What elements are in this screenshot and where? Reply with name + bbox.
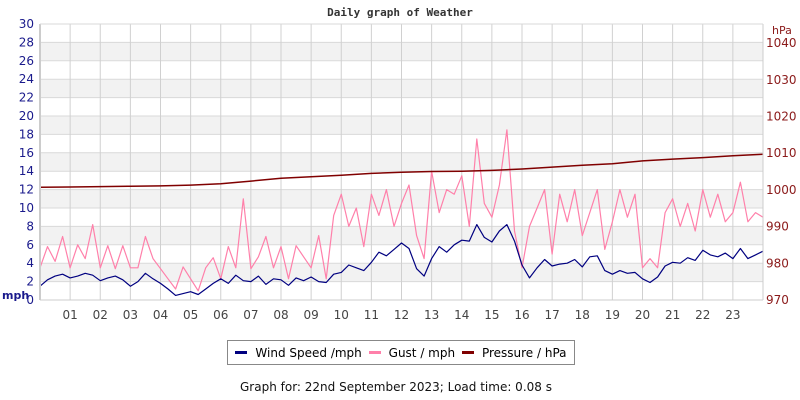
svg-text:14: 14 bbox=[454, 308, 469, 322]
svg-text:1030: 1030 bbox=[766, 73, 797, 87]
chart-title: Daily graph of Weather bbox=[327, 6, 473, 19]
legend-item-pressure: Pressure / hPa bbox=[461, 345, 567, 360]
right-axis-unit: hPa bbox=[772, 24, 792, 37]
svg-text:01: 01 bbox=[62, 308, 77, 322]
svg-text:11: 11 bbox=[364, 308, 379, 322]
svg-text:23: 23 bbox=[725, 308, 740, 322]
svg-text:02: 02 bbox=[93, 308, 108, 322]
svg-text:0: 0 bbox=[26, 293, 34, 307]
legend-label: Gust / mph bbox=[388, 345, 456, 360]
legend-item-wind-speed: Wind Speed /mph bbox=[235, 345, 362, 360]
svg-text:05: 05 bbox=[183, 308, 198, 322]
legend-item-gust: Gust / mph bbox=[368, 345, 456, 360]
svg-text:1040: 1040 bbox=[766, 36, 797, 50]
svg-text:1000: 1000 bbox=[766, 183, 797, 197]
footer-status: Graph for: 22nd September 2023; Load tim… bbox=[240, 380, 552, 394]
svg-text:21: 21 bbox=[665, 308, 680, 322]
svg-text:12: 12 bbox=[394, 308, 409, 322]
legend-label: Wind Speed /mph bbox=[255, 345, 362, 360]
grid-lines bbox=[40, 23, 763, 301]
svg-text:08: 08 bbox=[273, 308, 288, 322]
svg-text:06: 06 bbox=[213, 308, 228, 322]
gust-mphline bbox=[39, 129, 764, 292]
svg-text:28: 28 bbox=[19, 35, 34, 49]
svg-text:04: 04 bbox=[153, 308, 168, 322]
svg-text:14: 14 bbox=[19, 164, 34, 178]
legend-label: Pressure / hPa bbox=[481, 345, 567, 360]
svg-text:09: 09 bbox=[303, 308, 318, 322]
svg-text:30: 30 bbox=[19, 17, 34, 31]
svg-text:2: 2 bbox=[26, 275, 34, 289]
svg-text:20: 20 bbox=[635, 308, 650, 322]
svg-text:16: 16 bbox=[514, 308, 529, 322]
svg-text:990: 990 bbox=[766, 220, 789, 234]
svg-text:07: 07 bbox=[243, 308, 258, 322]
svg-text:1020: 1020 bbox=[766, 110, 797, 124]
svg-text:4: 4 bbox=[26, 256, 34, 270]
svg-text:1010: 1010 bbox=[766, 146, 797, 160]
svg-text:20: 20 bbox=[19, 109, 34, 123]
wind-speed-mphline bbox=[39, 224, 764, 296]
svg-text:10: 10 bbox=[19, 201, 34, 215]
left-axis-unit: mph bbox=[2, 289, 29, 302]
data-series bbox=[39, 129, 764, 296]
svg-text:980: 980 bbox=[766, 256, 789, 270]
svg-text:19: 19 bbox=[605, 308, 620, 322]
svg-text:16: 16 bbox=[19, 146, 34, 160]
svg-text:13: 13 bbox=[424, 308, 439, 322]
pressure-swatch-icon bbox=[461, 351, 474, 354]
chart-legend: Wind Speed /mph Gust / mph Pressure / hP… bbox=[227, 340, 575, 365]
svg-text:12: 12 bbox=[19, 183, 34, 197]
svg-text:18: 18 bbox=[575, 308, 590, 322]
svg-text:10: 10 bbox=[334, 308, 349, 322]
svg-text:22: 22 bbox=[695, 308, 710, 322]
gust-swatch-icon bbox=[368, 351, 381, 354]
svg-text:8: 8 bbox=[26, 219, 34, 233]
wind-speed-swatch-icon bbox=[235, 351, 248, 354]
svg-text:03: 03 bbox=[123, 308, 138, 322]
svg-text:26: 26 bbox=[19, 54, 34, 68]
svg-text:22: 22 bbox=[19, 91, 34, 105]
svg-text:970: 970 bbox=[766, 293, 789, 307]
svg-text:15: 15 bbox=[484, 308, 499, 322]
svg-text:17: 17 bbox=[544, 308, 559, 322]
pressure-hpaline bbox=[39, 153, 764, 189]
svg-text:18: 18 bbox=[19, 127, 34, 141]
svg-text:6: 6 bbox=[26, 238, 34, 252]
svg-text:24: 24 bbox=[19, 72, 34, 86]
